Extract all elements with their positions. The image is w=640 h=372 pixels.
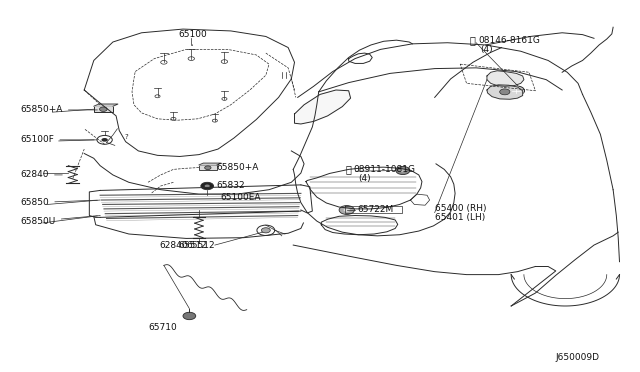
Circle shape bbox=[396, 166, 410, 174]
Text: 65100EA: 65100EA bbox=[220, 193, 260, 202]
Text: 65100: 65100 bbox=[178, 30, 207, 46]
Circle shape bbox=[339, 206, 355, 214]
Text: 65512: 65512 bbox=[187, 241, 216, 250]
Circle shape bbox=[205, 166, 211, 170]
Text: 65832: 65832 bbox=[217, 182, 245, 190]
Circle shape bbox=[201, 182, 214, 190]
Text: J650009D: J650009D bbox=[556, 353, 600, 362]
Text: (4): (4) bbox=[481, 45, 493, 54]
Text: 65850: 65850 bbox=[20, 198, 97, 207]
Text: 65401 (LH): 65401 (LH) bbox=[435, 213, 485, 222]
Circle shape bbox=[508, 86, 525, 96]
Circle shape bbox=[512, 88, 521, 93]
Text: 65722M: 65722M bbox=[357, 205, 393, 215]
Text: Ⓑ: Ⓑ bbox=[470, 35, 476, 45]
Text: (4): (4) bbox=[358, 174, 371, 183]
Circle shape bbox=[205, 185, 210, 187]
Polygon shape bbox=[487, 71, 524, 86]
Text: 65850+A: 65850+A bbox=[20, 105, 97, 115]
Polygon shape bbox=[487, 85, 523, 99]
Text: 65850+A: 65850+A bbox=[217, 163, 259, 172]
Polygon shape bbox=[294, 90, 351, 124]
Text: 62840: 62840 bbox=[20, 170, 62, 179]
Circle shape bbox=[101, 138, 108, 142]
Text: 62840: 62840 bbox=[159, 241, 188, 250]
Polygon shape bbox=[94, 104, 118, 106]
FancyBboxPatch shape bbox=[199, 165, 217, 170]
Circle shape bbox=[399, 169, 406, 172]
Text: 65850U: 65850U bbox=[20, 216, 97, 225]
FancyBboxPatch shape bbox=[94, 106, 113, 112]
Text: Ⓝ: Ⓝ bbox=[346, 164, 351, 174]
Text: 65100F: 65100F bbox=[20, 135, 94, 144]
Text: ?: ? bbox=[124, 134, 128, 140]
Text: 65512: 65512 bbox=[178, 241, 207, 250]
Text: 08146-8161G: 08146-8161G bbox=[478, 36, 540, 45]
Circle shape bbox=[183, 312, 196, 320]
Circle shape bbox=[261, 228, 270, 233]
Circle shape bbox=[500, 89, 510, 95]
Circle shape bbox=[100, 107, 107, 112]
Text: 65710: 65710 bbox=[148, 323, 177, 331]
Text: 65400 (RH): 65400 (RH) bbox=[435, 203, 486, 213]
Polygon shape bbox=[199, 163, 221, 165]
Text: 08911-1081G: 08911-1081G bbox=[354, 165, 416, 174]
Circle shape bbox=[344, 208, 350, 212]
